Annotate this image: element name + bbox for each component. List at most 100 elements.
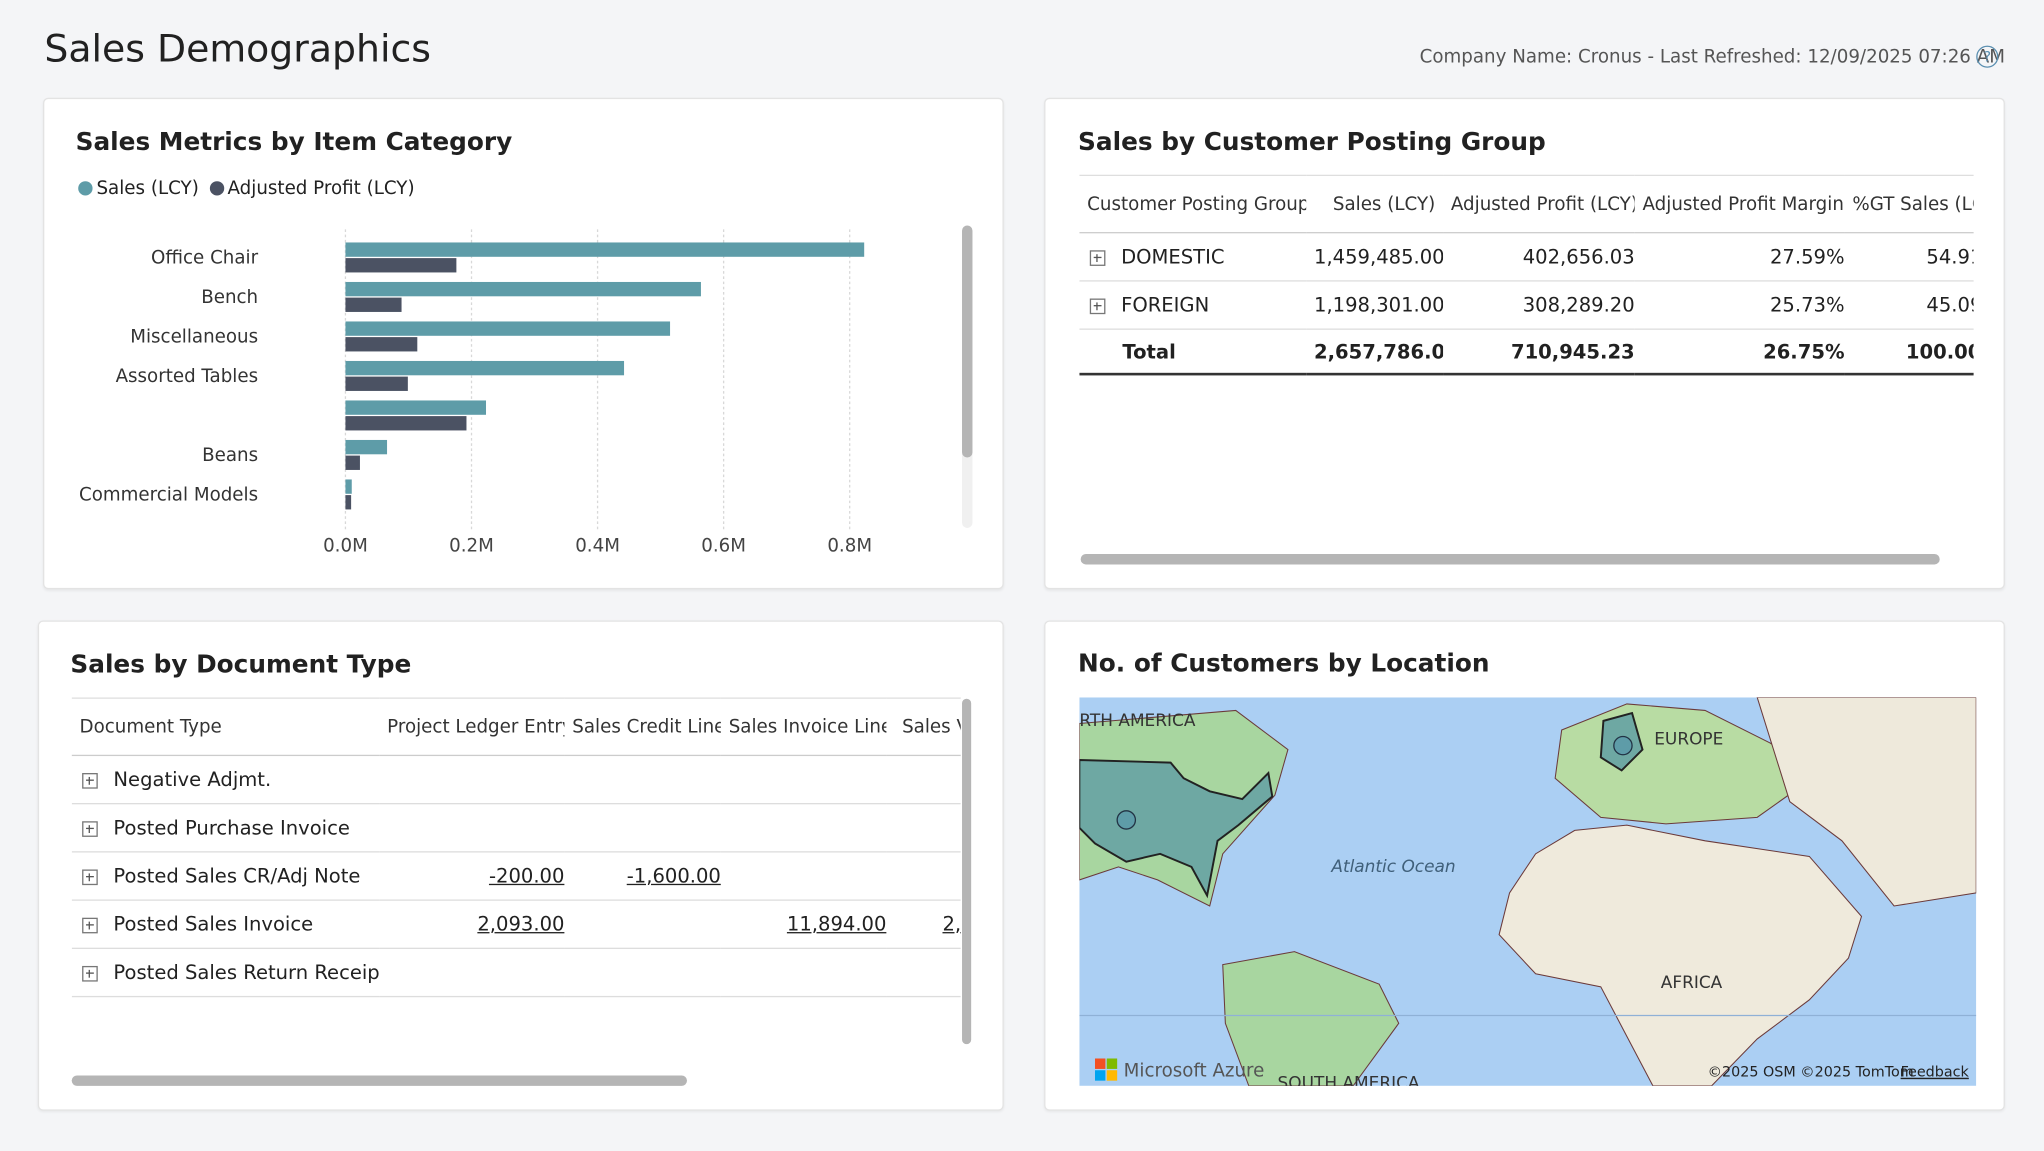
- table-cell: 25.73%: [1634, 280, 1845, 330]
- legend-label: Adjusted Profit (LCY): [227, 178, 415, 200]
- map-label: Atlantic Ocean: [1330, 856, 1455, 876]
- cell-value[interactable]: 2,: [942, 912, 961, 936]
- expand-button[interactable]: [82, 772, 98, 789]
- table-cell: [886, 996, 961, 1011]
- total-cell: 2,657,786.00: [1306, 329, 1444, 376]
- map-label: EUROPE: [1654, 728, 1723, 748]
- table-cell: [720, 996, 887, 1011]
- y-tick-label: Office Chair: [151, 247, 259, 268]
- bar: [345, 479, 352, 494]
- expand-button[interactable]: [1089, 249, 1106, 266]
- table-cell: -1,600.00: [564, 851, 721, 901]
- table-cell: [720, 803, 887, 853]
- legend-swatch: [78, 181, 93, 196]
- location-bubble[interactable]: [1116, 810, 1137, 830]
- logo: [1094, 1070, 1106, 1081]
- table-cell: [564, 803, 721, 853]
- scrollbar[interactable]: [962, 225, 973, 458]
- column-header[interactable]: Sales Invoice Line: [720, 697, 887, 757]
- table-cell: 1,459,485.00: [1306, 233, 1444, 282]
- map[interactable]: RTH AMERICA EUROPE Atlantic Ocean AFRICA…: [1079, 697, 1977, 1086]
- x-tick-label: 0.0M: [323, 535, 368, 556]
- table-cell: [886, 948, 961, 998]
- land: [1498, 824, 1863, 1086]
- table-row: Posted Sales Invoice 2,093.00 11,894.00 2,: [71, 900, 961, 949]
- column-header[interactable]: Adjusted Profit (LCY): [1443, 174, 1635, 234]
- scrollbar[interactable]: [71, 1075, 687, 1086]
- help-button[interactable]: ?: [1976, 45, 1999, 68]
- card-title: Sales by Customer Posting Group: [1078, 127, 1546, 157]
- legend-item: Sales (LCY): [76, 179, 199, 199]
- column-header[interactable]: Document Type: [71, 697, 380, 757]
- bar: [345, 258, 457, 273]
- card-title: Sales Metrics by Item Category: [75, 127, 513, 157]
- total-cell: Total: [1079, 329, 1307, 376]
- land: [1756, 697, 1977, 907]
- table-cell: [564, 948, 721, 998]
- scrollbar[interactable]: [1080, 554, 1940, 565]
- table-cell: [379, 948, 565, 998]
- table-cell: [379, 756, 565, 805]
- bar: [345, 439, 388, 455]
- expand-button[interactable]: [82, 868, 98, 885]
- total-cell: 710,945.23: [1443, 329, 1635, 376]
- expand-button[interactable]: [82, 820, 98, 837]
- page-title: Sales Demographics: [44, 26, 431, 71]
- column-header[interactable]: Sales V: [886, 697, 961, 757]
- cell-value: 54.91%: [1926, 245, 1973, 269]
- map-attribution: ©2025 OSM ©2025 TomTom: [1708, 1065, 1914, 1081]
- location-bubble[interactable]: [1613, 735, 1633, 756]
- map-card: No. of Customers by Location RTH AMERICA…: [1044, 620, 2005, 1111]
- y-tick-label: Assorted Tables: [116, 366, 259, 387]
- expand-button[interactable]: [82, 965, 98, 981]
- table-cell: 11,894.00: [720, 900, 887, 949]
- column-header[interactable]: Adjusted Profit Margin: [1634, 174, 1845, 234]
- feedback-link[interactable]: Feedback: [1901, 1065, 1970, 1081]
- legend-swatch: [209, 181, 224, 196]
- table: Customer Posting Group Sales (LCY) Adjuste…: [1079, 174, 1974, 234]
- column-header[interactable]: Sales Credit Line: [564, 697, 721, 757]
- cell-value[interactable]: 11,894.00: [786, 912, 887, 936]
- scrollbar[interactable]: [962, 698, 972, 1045]
- cell-value[interactable]: -200.00: [488, 864, 565, 888]
- cell-value[interactable]: 2,093.00: [477, 912, 565, 936]
- cell-value[interactable]: -1,600.00: [626, 864, 721, 888]
- total-cell: 100.00%: [1844, 329, 1974, 376]
- table-cell: [564, 900, 721, 949]
- table-row: FOREIGN 1,198,301.00 308,289.20 25.73% 45.09…: [1079, 280, 1974, 330]
- column-header[interactable]: Project Ledger Entry: [379, 697, 565, 757]
- row-label: FOREIGN: [1121, 293, 1210, 317]
- expand-button[interactable]: [82, 917, 98, 933]
- logo: [1106, 1070, 1118, 1081]
- table-cell: 402,656.03: [1443, 233, 1635, 282]
- row-label: Posted Sales Shipment: [113, 1009, 337, 1010]
- table-card: Sales by Customer Posting Group Customer…: [1044, 97, 2005, 590]
- cell-value: 1,198,301.00: [1313, 293, 1444, 317]
- table-cell: [720, 948, 887, 998]
- table-cell: [720, 851, 887, 901]
- bar: [345, 360, 625, 376]
- table-cell: Negative Adjmt.: [71, 756, 380, 805]
- header-row: Document Type Project Ledger Entry Sales C…: [71, 697, 961, 757]
- expand-button[interactable]: [1089, 297, 1106, 314]
- table-row: Posted Sales Shipment: [71, 996, 961, 1011]
- column-header[interactable]: Sales (LCY): [1306, 174, 1444, 234]
- table-row: Posted Sales CR/Adj Note -200.00 -1,600.00: [71, 851, 961, 901]
- table-row: Negative Adjmt.: [71, 756, 961, 805]
- total-cell: 26.75%: [1634, 329, 1845, 376]
- column-header[interactable]: %GT Sales (LCY): [1844, 174, 1974, 234]
- bar: [345, 400, 487, 415]
- table-cell: [720, 756, 887, 805]
- table-row: Posted Purchase Invoice: [71, 803, 961, 853]
- table-row: Posted Sales Return Receipt: [71, 948, 961, 998]
- column-header[interactable]: Customer Posting Group: [1079, 174, 1307, 234]
- land: [1222, 951, 1400, 1086]
- row-label: Posted Sales Invoice: [113, 912, 314, 936]
- table-cell: 1,198,301.00: [1306, 280, 1444, 330]
- bar-chart: 0.0M 0.2M 0.4M 0.6M 0.8M Office Chair Bench Mis…: [79, 229, 872, 556]
- cell-value: 27.59%: [1769, 245, 1845, 269]
- table: DOMESTIC 1,459,485.00 402,656.03 27.59% 54.9…: [1079, 233, 1974, 330]
